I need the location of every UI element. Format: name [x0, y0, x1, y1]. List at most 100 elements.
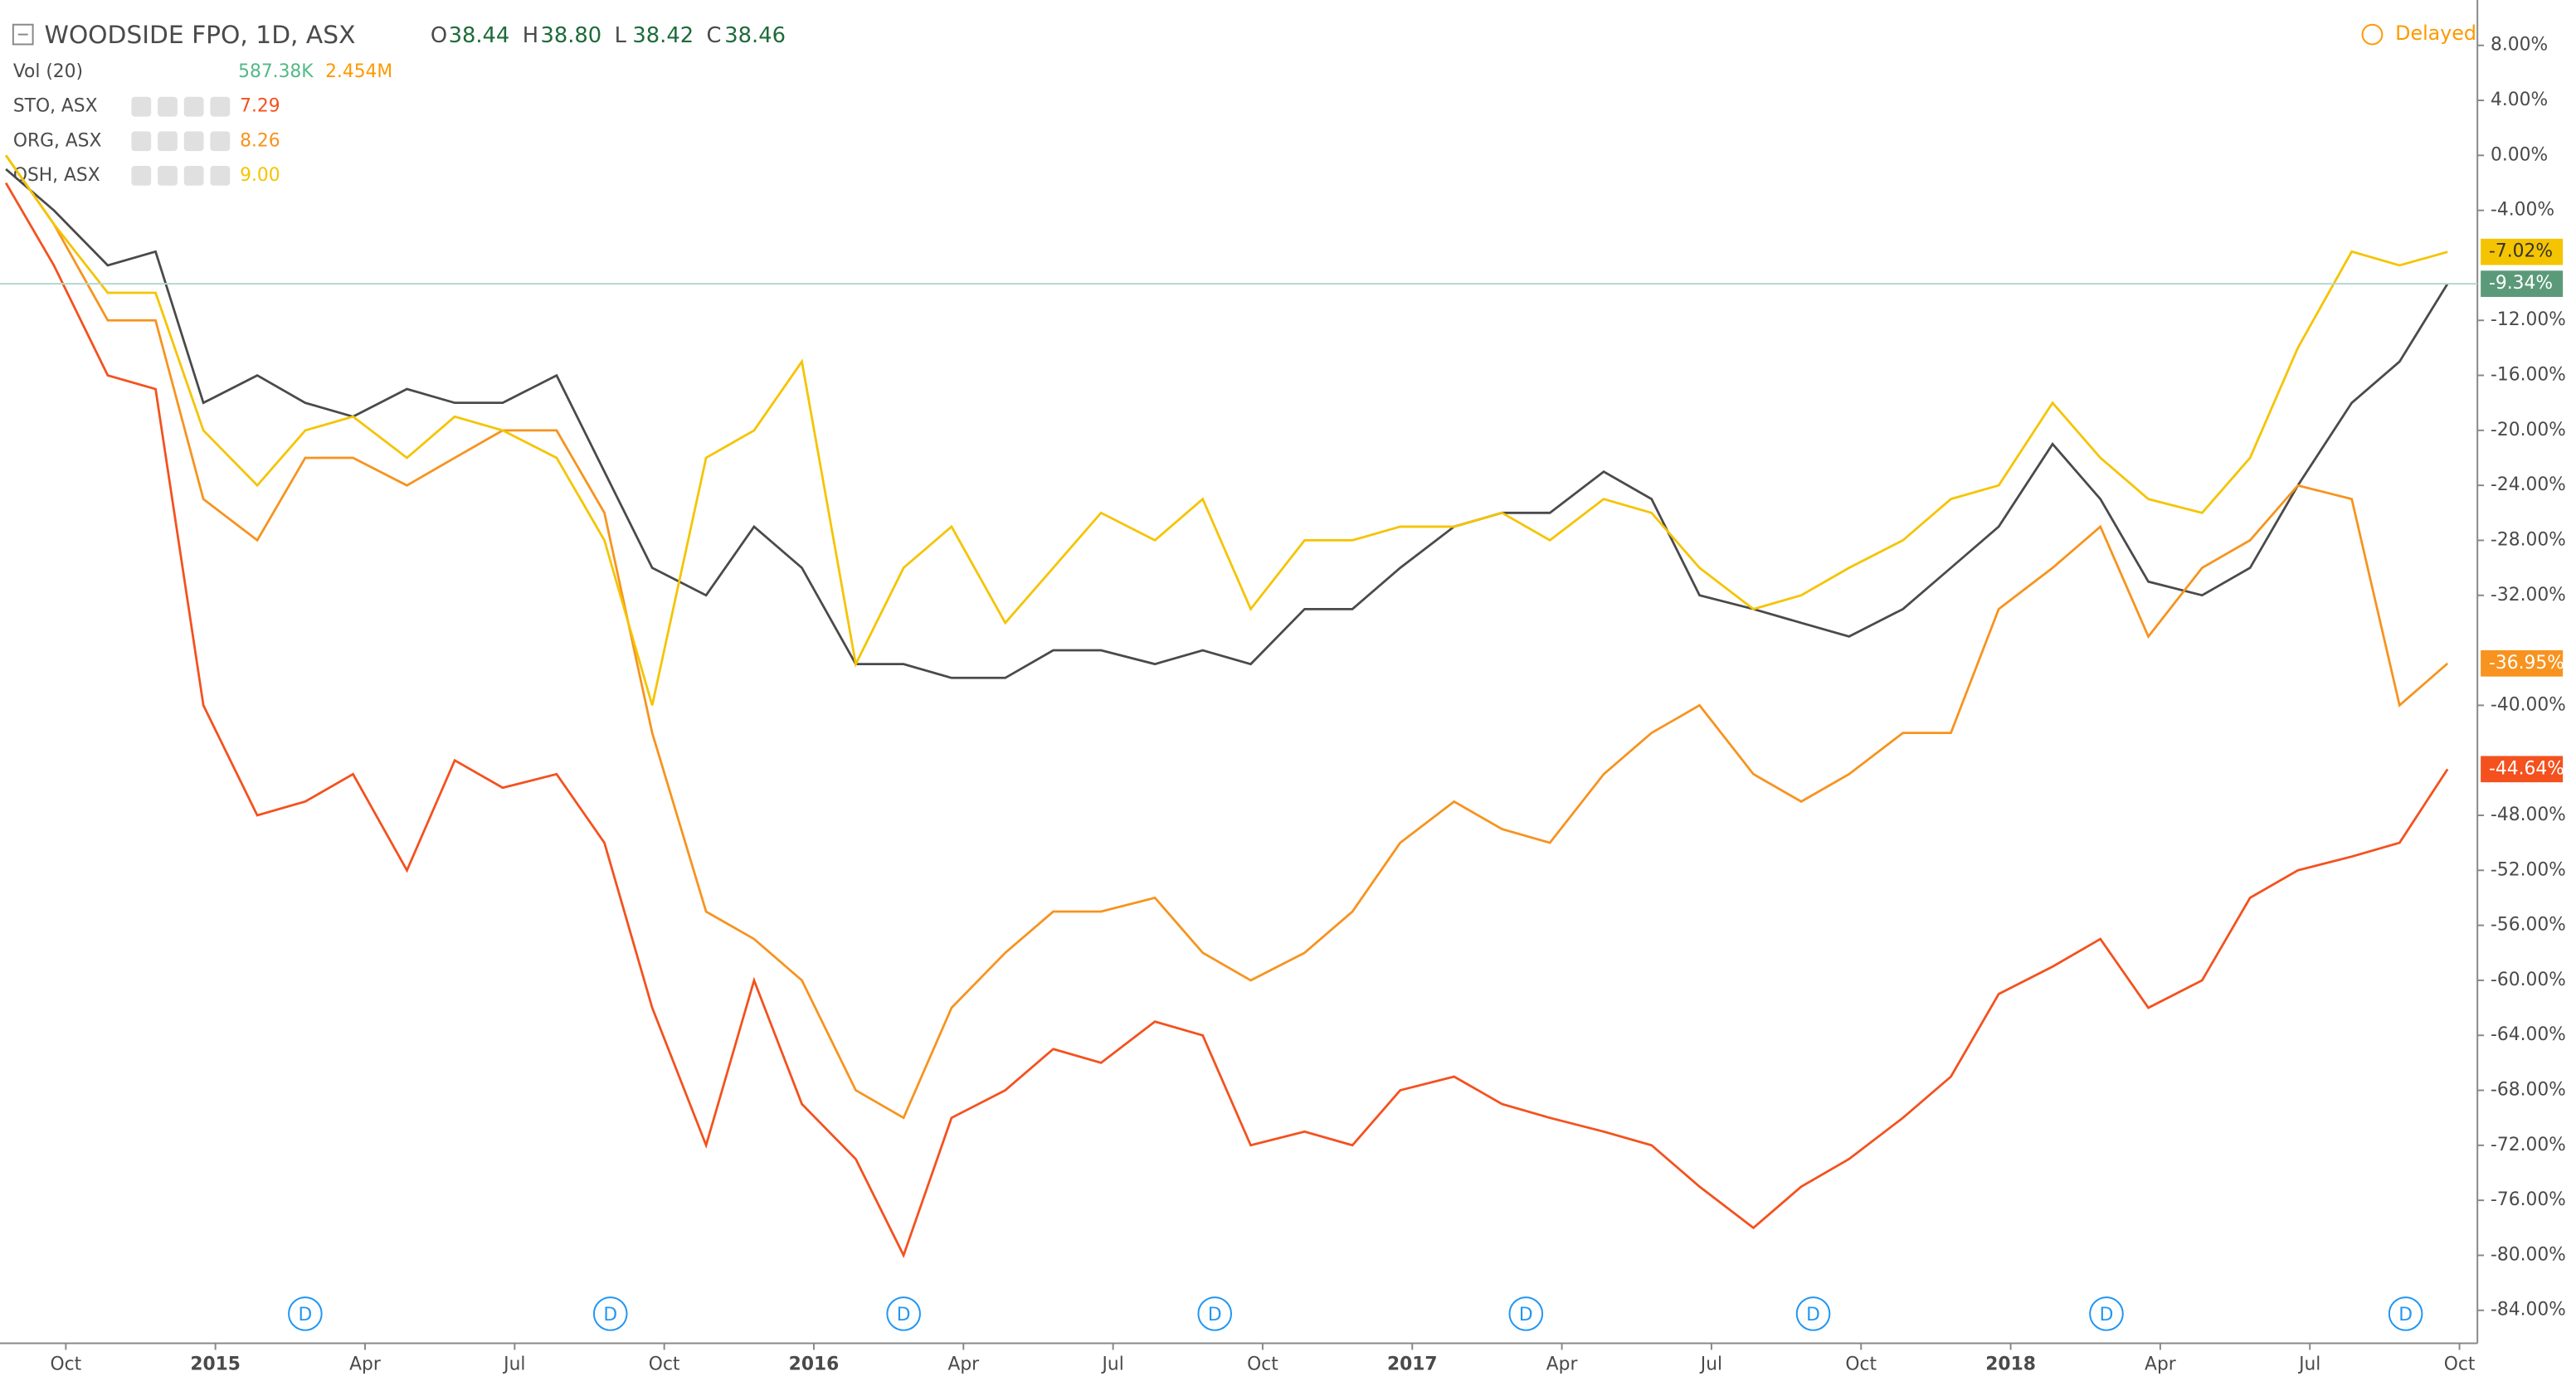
end-badge [2481, 756, 2564, 783]
x-tick-label: 2018 [1985, 1354, 2036, 1374]
ohlc-value: 38.46 [724, 23, 786, 48]
end-label: -9.34% [2489, 273, 2553, 294]
legend-value: 9.00 [240, 165, 280, 186]
legend-value: 8.26 [240, 130, 280, 151]
y-tick-label: -4.00% [2491, 200, 2554, 221]
y-tick-label: -16.00% [2491, 365, 2566, 386]
ohlc-value: 38.42 [632, 23, 694, 48]
legend-button [158, 96, 178, 117]
y-tick-label: -56.00% [2491, 915, 2566, 936]
legend-button [131, 96, 152, 117]
event-marker [1508, 1296, 1544, 1331]
volume-value: 587.38K [238, 61, 314, 82]
volume-name: Vol (20) [13, 61, 83, 82]
y-tick-label: 8.00% [2491, 35, 2548, 56]
end-badge [2481, 238, 2564, 265]
event-marker [288, 1296, 323, 1331]
y-tick-label: -84.00% [2491, 1300, 2566, 1320]
series-line [5, 168, 2449, 679]
y-tick-label: 0.00% [2491, 144, 2548, 165]
end-badge [2481, 649, 2564, 677]
event-label: D [1806, 1305, 1820, 1325]
ohlc-label: O [431, 23, 447, 48]
series-line [4, 154, 2449, 1120]
x-tick-label: Oct [649, 1354, 680, 1374]
event-marker [2388, 1296, 2423, 1331]
x-tick-label: Jul [1100, 1354, 1123, 1374]
legend-button [210, 165, 231, 186]
y-tick-label: -24.00% [2491, 474, 2566, 495]
legend-button [183, 131, 204, 152]
x-tick-label: Oct [1845, 1354, 1877, 1374]
event-marker [886, 1296, 921, 1331]
x-tick-label: Jul [502, 1354, 525, 1374]
event-label: D [603, 1305, 617, 1325]
event-marker [1795, 1296, 1831, 1331]
volume-average: 2.454M [325, 61, 392, 82]
end-badge [2481, 270, 2564, 297]
y-tick-label: -40.00% [2491, 694, 2566, 715]
end-label: -36.95% [2489, 653, 2564, 674]
status-icon [2361, 23, 2384, 46]
y-tick-label: -60.00% [2491, 970, 2566, 990]
ohlc-label: H [523, 23, 538, 48]
event-label: D [1208, 1305, 1222, 1325]
end-label: -7.02% [2489, 241, 2553, 262]
y-tick-label: -48.00% [2491, 805, 2566, 825]
y-tick-label: -28.00% [2491, 529, 2566, 550]
x-tick-label: Oct [1247, 1354, 1278, 1374]
event-marker [1197, 1296, 1233, 1331]
x-tick-label: 2016 [789, 1354, 840, 1374]
y-tick-label: -52.00% [2491, 859, 2566, 880]
y-tick-label: -64.00% [2491, 1024, 2566, 1045]
x-tick-label: 2017 [1387, 1354, 1438, 1374]
status: Delayed [2395, 22, 2476, 45]
legend-button [183, 165, 204, 186]
y-tick-label: 4.00% [2491, 90, 2548, 110]
y-tick-label: -68.00% [2491, 1080, 2566, 1101]
legend-button [210, 131, 231, 152]
y-tick-label: -80.00% [2491, 1244, 2566, 1265]
x-tick-label: Apr [2145, 1354, 2176, 1374]
y-tick-label: -32.00% [2491, 585, 2566, 605]
collapse-icon[interactable] [12, 23, 34, 46]
ohlc-label: L [615, 23, 627, 48]
y-tick-label: -12.00% [2491, 309, 2566, 330]
y-tick-label: -72.00% [2491, 1135, 2566, 1155]
series-line [4, 182, 2449, 1258]
x-tick-label: Oct [2444, 1354, 2476, 1374]
x-tick-label: Jul [2297, 1354, 2320, 1374]
legend-button [131, 131, 152, 152]
event-marker [2089, 1296, 2124, 1331]
event-label: D [2100, 1305, 2114, 1325]
x-tick-label: Apr [1546, 1354, 1578, 1374]
legend-button [158, 165, 178, 186]
y-tick-label: -20.00% [2491, 420, 2566, 440]
legend-name: ORG, ASX [13, 130, 102, 151]
event-label: D [1519, 1305, 1533, 1325]
legend-name: STO, ASX [13, 96, 98, 117]
series-line [4, 154, 2448, 706]
chart-title: WOODSIDE FPO, 1D, ASX [44, 21, 355, 50]
end-label: -44.64% [2489, 758, 2564, 779]
event-label: D [897, 1305, 911, 1325]
event-label: D [2398, 1305, 2413, 1325]
legend-button [183, 96, 204, 117]
x-tick-label: Apr [349, 1354, 381, 1374]
event-marker [592, 1296, 628, 1331]
legend-name: OSH, ASX [13, 165, 100, 186]
ohlc-value: 38.80 [540, 23, 601, 48]
ohlc-label: C [706, 23, 721, 48]
event-label: D [298, 1305, 312, 1325]
legend-button [158, 131, 178, 152]
x-tick-label: Jul [1699, 1354, 1722, 1374]
x-tick-label: 2015 [190, 1354, 241, 1374]
x-tick-label: Oct [51, 1354, 82, 1374]
ohlc-value: 38.44 [449, 23, 510, 48]
legend-button [210, 96, 231, 117]
legend-value: 7.29 [240, 96, 280, 117]
legend-button [131, 165, 152, 186]
